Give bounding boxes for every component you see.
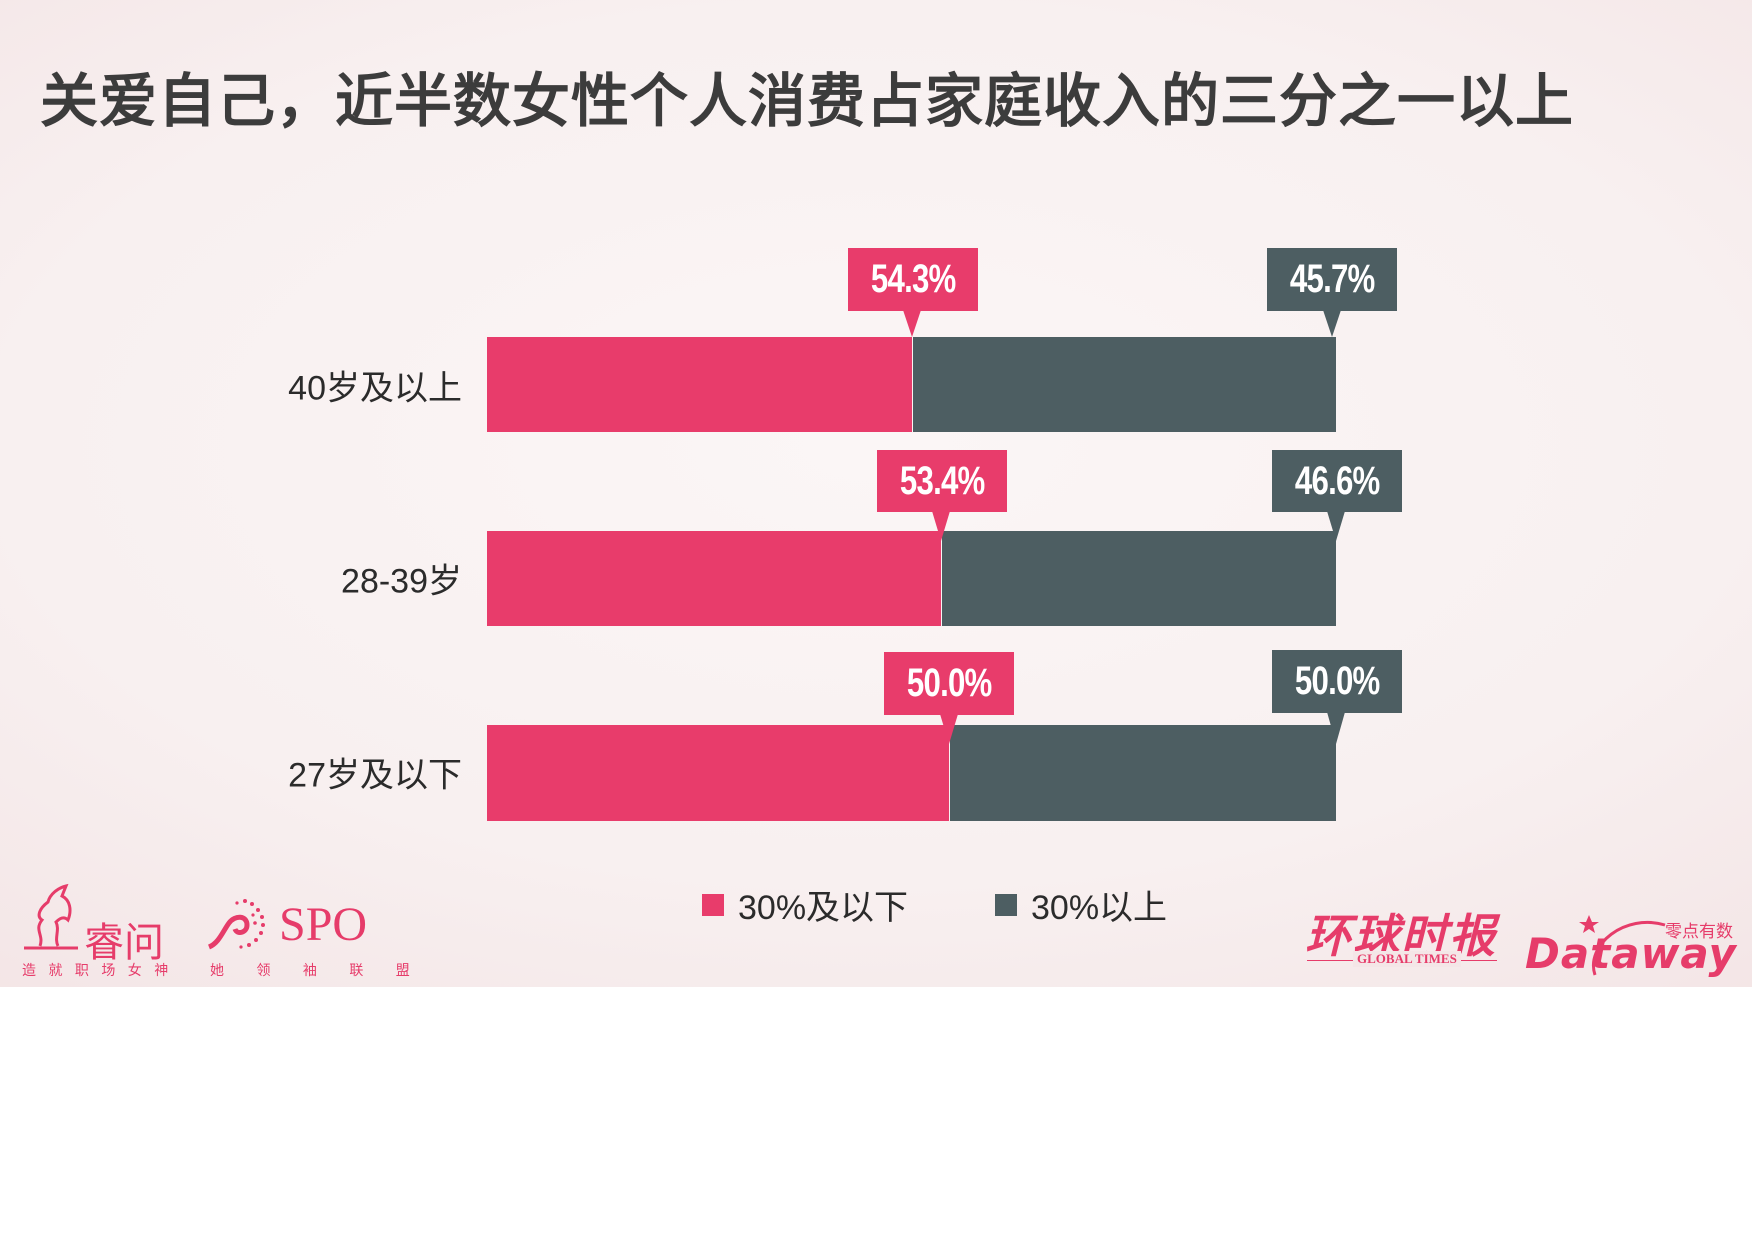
callout-pointer [1327,712,1345,744]
page-title: 关爱自己，近半数女性个人消费占家庭收入的三分之一以上 [40,67,1575,135]
category-label: 28-39岁 [341,562,462,601]
dataway-logo: Dataway 零点有数 [1525,905,1745,985]
legend-swatch [702,893,724,916]
bar-segment-high [942,531,1336,626]
value-callout-low: 54.3% [848,248,978,311]
bar-segment-low [487,725,949,821]
callout-pointer [940,714,958,744]
bar-segment-high [913,337,1336,432]
callout-pointer [1323,310,1341,337]
dataway-chinese: 零点有数 [1665,922,1733,942]
value-callout-high: 45.7% [1267,248,1397,311]
bar-segment-low [487,531,941,626]
value-callout-low: 53.4% [877,450,1007,512]
orbit-swoosh-icon [1579,915,1666,976]
ruiwen-tagline: 造 就 职 场 女 神 [22,963,173,979]
spo-name: SPO [279,898,368,951]
slide-background: 关爱自己，近半数女性个人消费占家庭收入的三分之一以上 40岁及以上 54.3% … [0,0,1752,987]
legend-item-high: 30%以上 [995,880,1167,929]
spo-logo: SPO [205,895,375,955]
unicorn-icon [24,883,78,950]
value-callout-low: 50.0% [884,652,1014,715]
global-times-english: GLOBAL TIMES [1353,951,1461,967]
callout-pointer [1327,511,1345,541]
bar-segment-high [950,725,1336,821]
spo-tagline: 她 领 袖 联 盟 [210,963,424,979]
value-callout-high: 46.6% [1272,450,1402,512]
value-callout-high: 50.0% [1272,650,1402,713]
bar-segment-low [487,337,912,432]
category-label: 40岁及以上 [288,369,462,408]
legend-label: 30%及以下 [738,889,909,927]
category-label: 27岁及以下 [288,756,462,795]
spo-swirl-icon [207,899,265,950]
legend-label: 30%以上 [1031,889,1168,927]
dataway-name: Dataway [1525,929,1737,978]
callout-pointer [903,310,921,337]
ruiwen-logo: 睿问 [20,880,170,966]
global-times-logo: 环球时报 GLOBAL TIMES [1305,900,1505,980]
legend-swatch [995,893,1017,916]
callout-pointer [932,511,950,541]
legend-item-low: 30%及以下 [702,880,908,929]
ruiwen-name: 睿问 [84,920,164,966]
